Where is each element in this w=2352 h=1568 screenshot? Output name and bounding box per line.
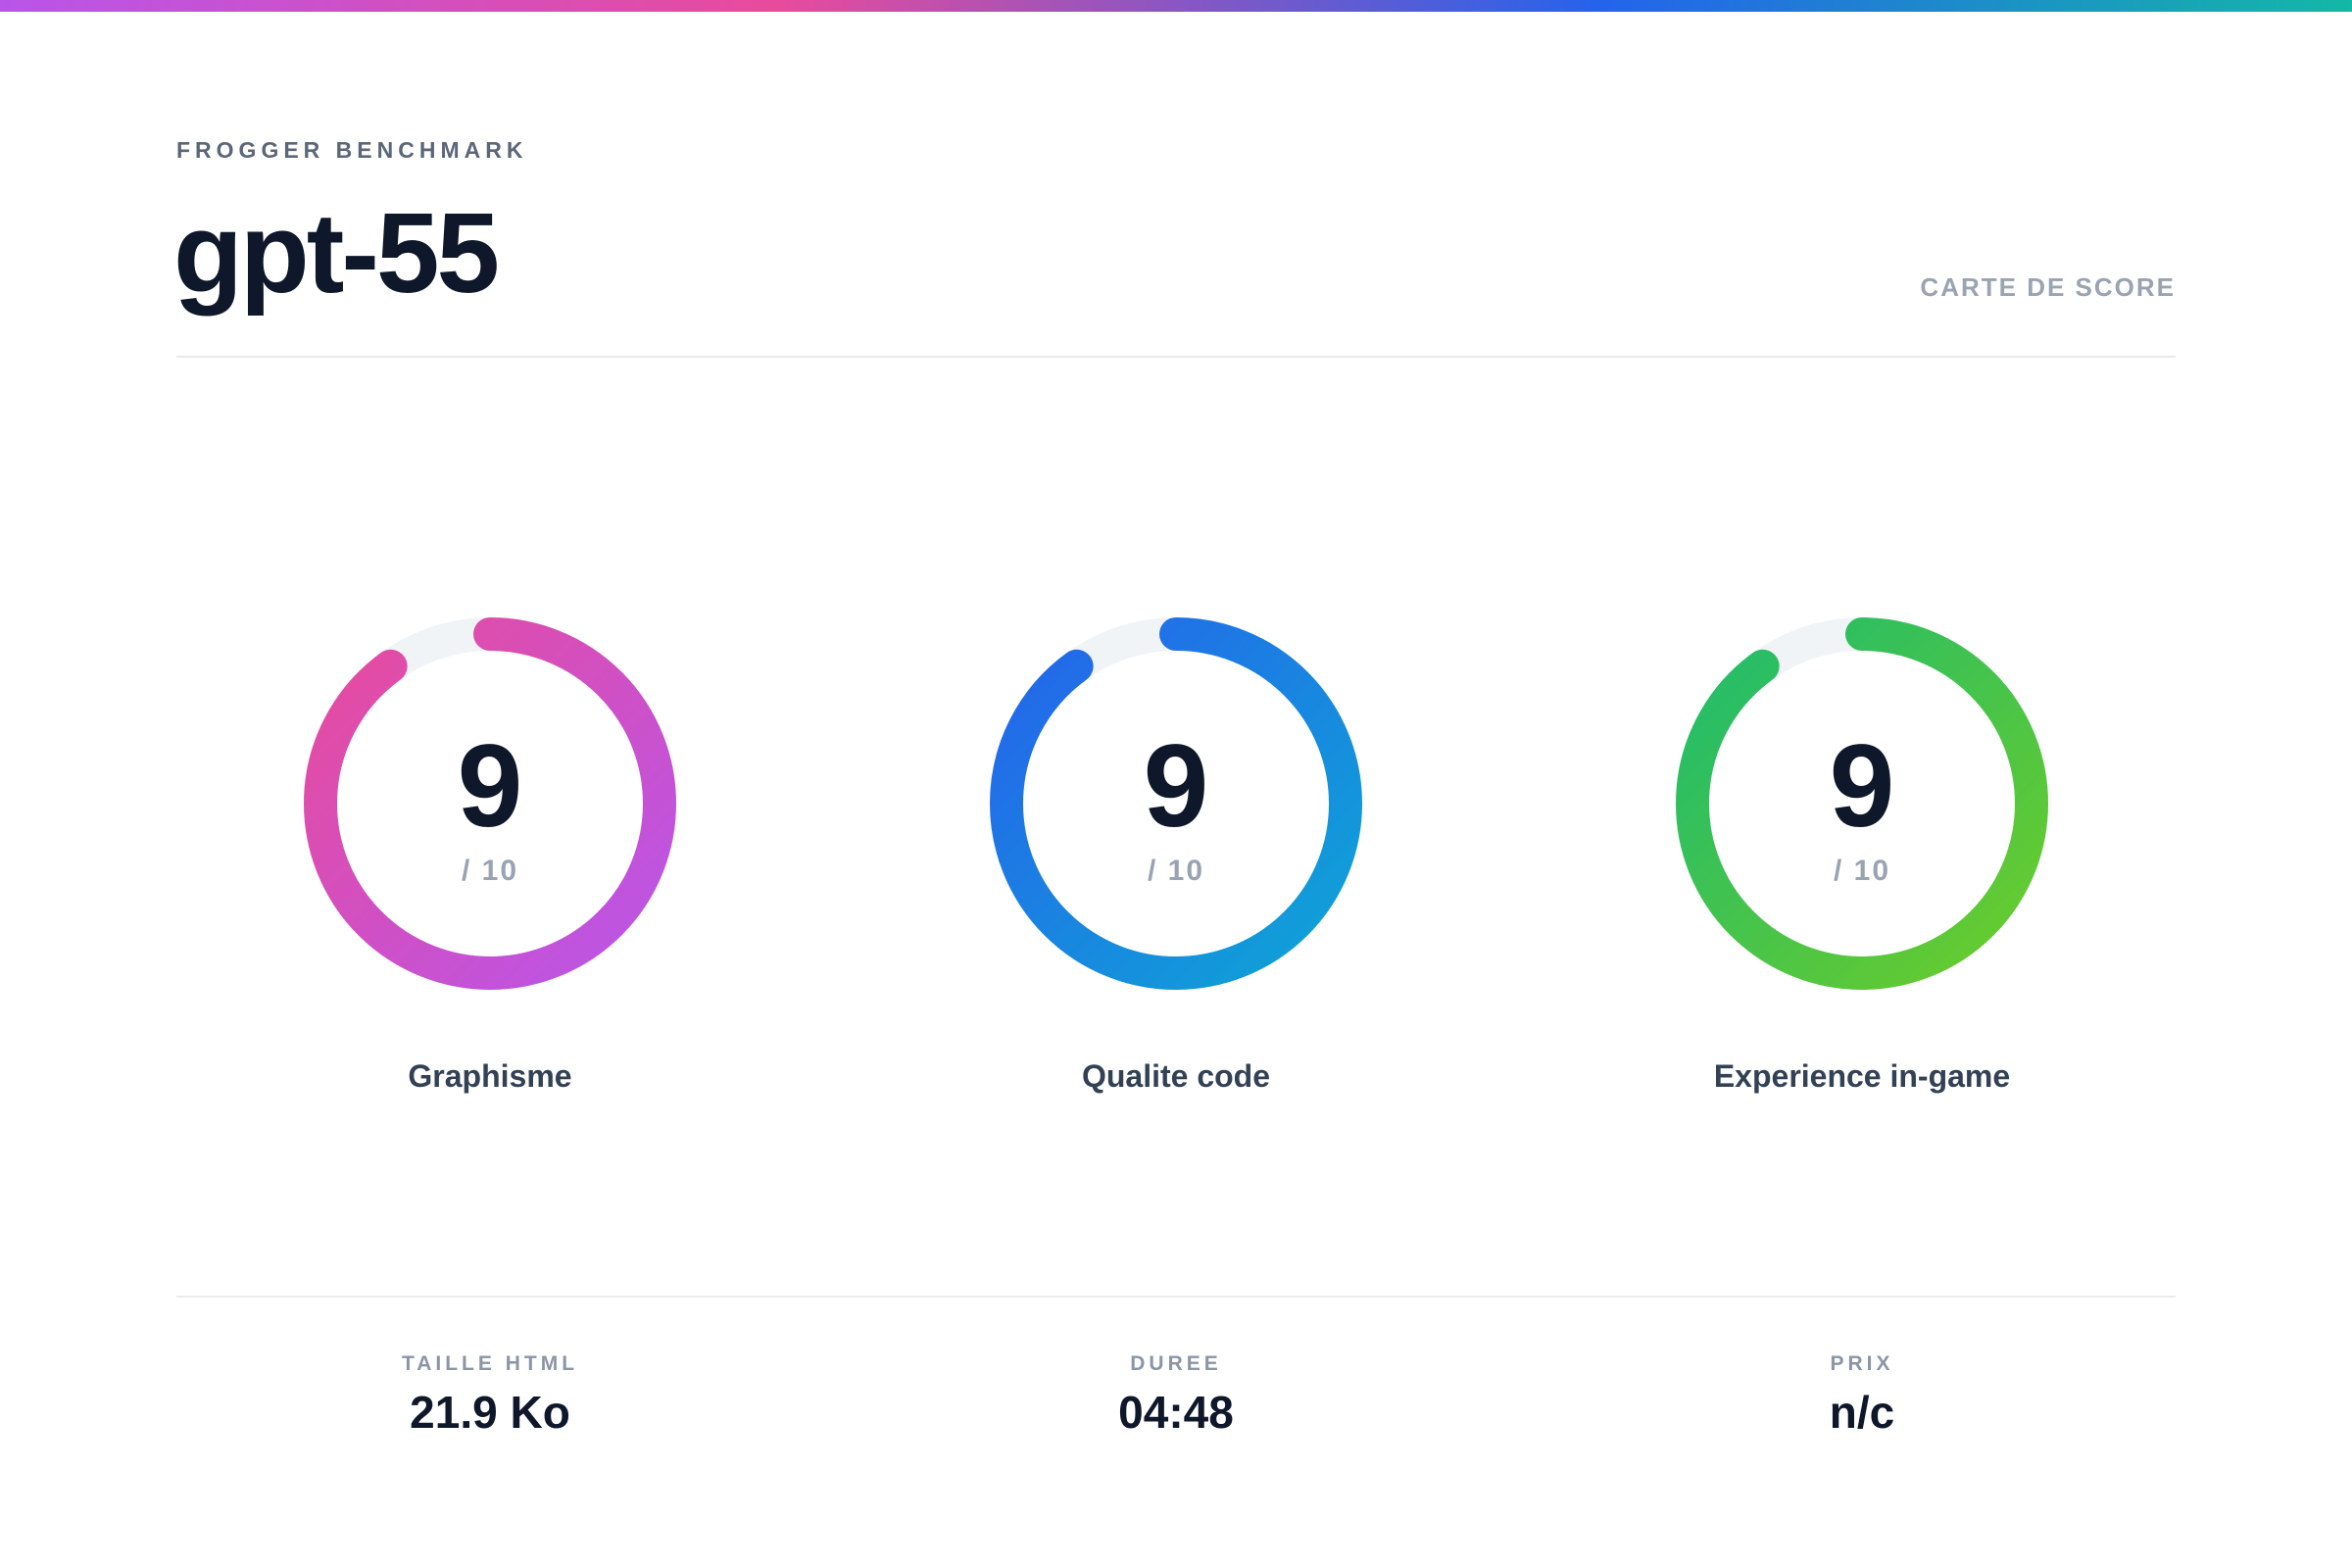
score-max: / 10 [461,855,519,887]
score-max: / 10 [1147,855,1205,887]
stat-label: PRIX [1830,1352,1894,1375]
score-ring [1676,617,2048,990]
score-label: Graphisme [408,1058,572,1094]
score-gauge-experience: 9 / 10 Experience in-game [1637,588,2087,1137]
page-title: gpt-55 [173,189,500,317]
score-value: 9 [1829,720,1895,852]
ring-progress [990,617,1362,990]
stat-value: 21.9 Ko [410,1387,570,1438]
score-max: / 10 [1833,855,1891,887]
stat-value: 04:48 [1118,1387,1234,1438]
stat-value: n/c [1829,1387,1895,1438]
ring-progress [1676,617,2048,990]
score-value: 9 [457,720,523,852]
stat-price: PRIX n/c [1637,1352,2087,1439]
stat-html-size: TAILLE HTML 21.9 Ko [265,1352,715,1439]
stats-divider [176,1296,2176,1298]
score-gauge-qualite-code: 9 / 10 Qualite code [951,588,1401,1137]
score-ring [304,617,676,990]
score-gauge-graphisme: 9 / 10 Graphisme [265,588,715,1137]
ring-progress [304,617,676,990]
scorecard-tag: CARTE DE SCORE [1920,272,2176,302]
stat-duration: DUREE 04:48 [951,1352,1401,1439]
header-divider [176,356,2176,358]
score-label: Experience in-game [1713,1058,2011,1094]
score-value: 9 [1143,720,1209,852]
benchmark-eyebrow: FROGGER BENCHMARK [176,137,528,163]
stat-label: DUREE [1130,1352,1222,1375]
score-label: Qualite code [1081,1058,1271,1094]
score-ring [990,617,1362,990]
top-gradient-bar [0,0,2352,12]
stat-label: TAILLE HTML [401,1352,579,1375]
